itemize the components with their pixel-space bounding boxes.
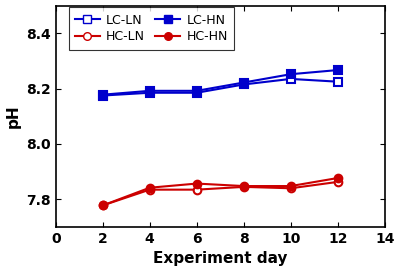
Legend: LC-LN, HC-LN, LC-HN, HC-HN: LC-LN, HC-LN, LC-HN, HC-HN [68,7,234,50]
X-axis label: Experiment day: Experiment day [153,251,288,267]
Y-axis label: pH: pH [6,104,20,128]
